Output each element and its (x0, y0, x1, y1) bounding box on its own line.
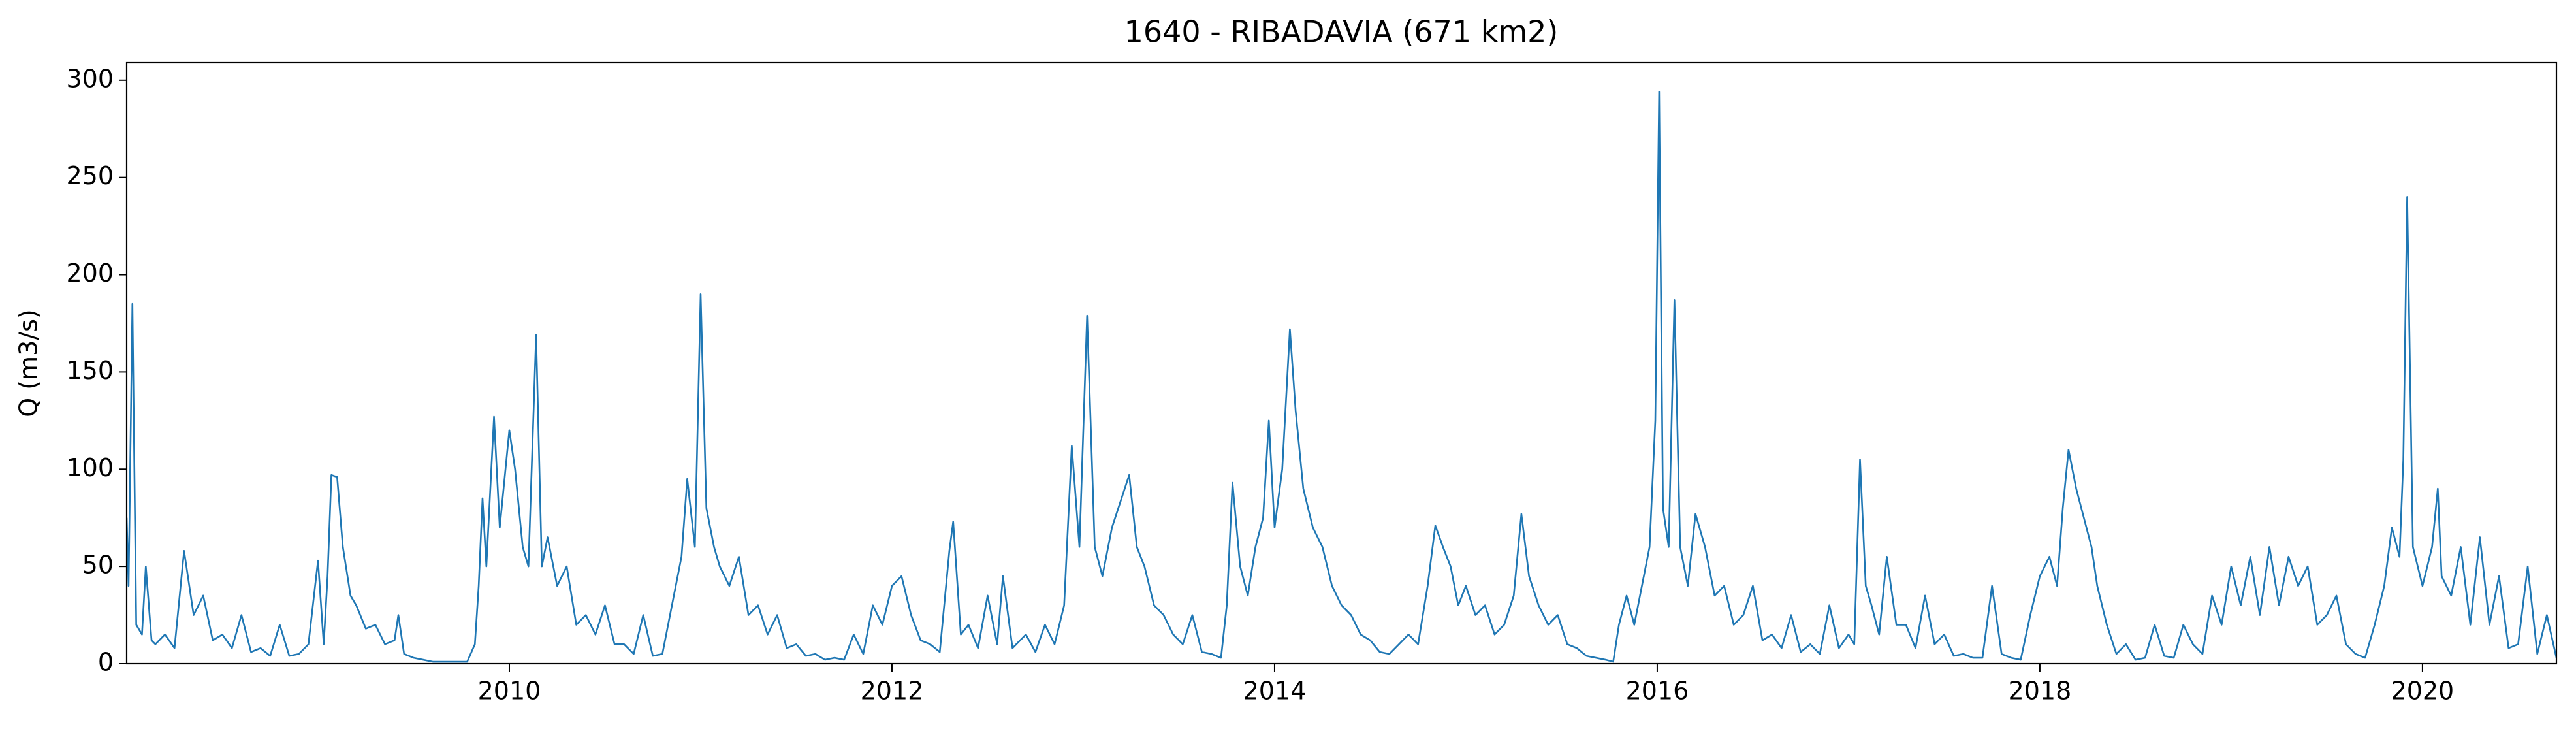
y-axis-label: Q (m3/s) (14, 309, 43, 417)
x-tick-label: 2014 (1243, 677, 1307, 705)
y-tick-label: 50 (82, 551, 114, 579)
x-tick-label: 2020 (2391, 677, 2455, 705)
x-tick-label: 2010 (478, 677, 541, 705)
y-tick-label: 150 (66, 356, 114, 385)
y-tick-label: 250 (66, 161, 114, 190)
x-tick-label: 2012 (861, 677, 924, 705)
y-tick-label: 300 (66, 64, 114, 93)
x-tick-label: 2018 (2009, 677, 2072, 705)
y-tick-label: 200 (66, 259, 114, 287)
x-tick-label: 2016 (1626, 677, 1689, 705)
data-line (127, 91, 2556, 663)
y-tick-label: 100 (66, 453, 114, 482)
chart-title: 1640 - RIBADAVIA (671 km2) (1124, 14, 1559, 50)
y-tick-label: 0 (98, 648, 114, 677)
plot-frame (125, 61, 2558, 665)
